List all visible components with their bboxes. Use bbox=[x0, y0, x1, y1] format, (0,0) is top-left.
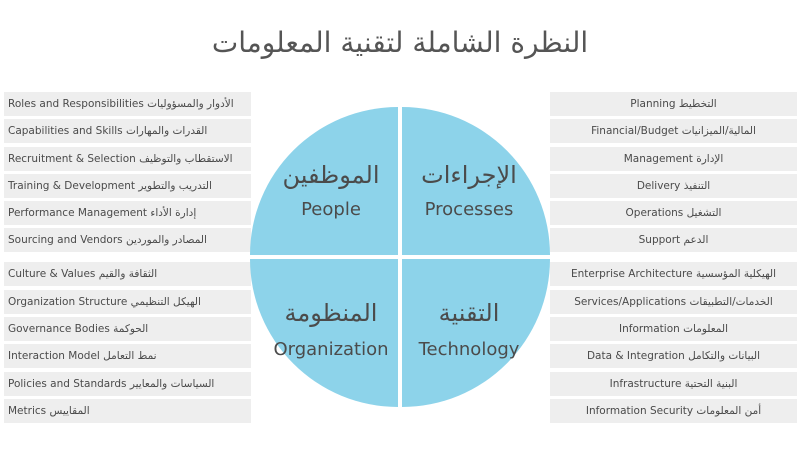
processes-quadrant: الإجراءات Processes bbox=[402, 107, 550, 255]
people-quadrant: الموظفين People bbox=[250, 107, 398, 255]
list-item: Operations التشغيل bbox=[550, 201, 797, 226]
page-title: النظرة الشاملة لتقنية المعلومات bbox=[211, 26, 589, 59]
list-item: Culture & Values الثقافة والقيم bbox=[4, 262, 251, 287]
people-attributes-list: Roles and Responsibilities الأدوار والمس… bbox=[4, 92, 251, 253]
technology-quadrant: التقنية Technology bbox=[402, 259, 550, 407]
technology-label: Technology bbox=[418, 339, 520, 360]
list-item: Management الإدارة bbox=[550, 146, 797, 171]
technology-attributes-list: Enterprise Architecture الهيكلية المؤسسي… bbox=[550, 262, 797, 423]
list-item: Data & Integration البيانات والتكامل bbox=[550, 344, 797, 369]
processes-arabic-label: الإجراءات bbox=[421, 161, 517, 189]
list-item: Metrics المقاييس bbox=[4, 398, 251, 423]
list-item: Delivery التنفيذ bbox=[550, 173, 797, 198]
organization-arabic-label: المنظومة bbox=[284, 299, 378, 327]
processes-attributes-list: Planning التخطيط Financial/Budget المالي… bbox=[550, 92, 797, 253]
list-item: Performance Management إدارة الأداء bbox=[4, 201, 251, 226]
list-item: Recruitment & Selection الاستقطاب والتوظ… bbox=[4, 146, 251, 171]
right-column: Planning التخطيط Financial/Budget المالي… bbox=[550, 92, 797, 423]
list-item: Interaction Model نمط التعامل bbox=[4, 344, 251, 369]
list-item: Planning التخطيط bbox=[550, 92, 797, 116]
people-arabic-label: الموظفين bbox=[282, 161, 380, 189]
list-item: Organization Structure الهيكل التنظيمي bbox=[4, 289, 251, 314]
list-item: Infrastructure البنية التحتية bbox=[550, 371, 797, 396]
people-label: People bbox=[301, 199, 361, 220]
processes-label: Processes bbox=[424, 199, 514, 220]
list-item: Information Security أمن المعلومات bbox=[550, 398, 797, 423]
list-item: Financial/Budget المالية/الميزانيات bbox=[550, 119, 797, 144]
list-item: Services/Applications الخدمات/التطبيقات bbox=[550, 289, 797, 314]
list-item: Training & Development التدريب والتطوير bbox=[4, 173, 251, 198]
technology-arabic-label: التقنية bbox=[438, 299, 500, 327]
list-item: Policies and Standards السياسات والمعايي… bbox=[4, 371, 251, 396]
list-item: Governance Bodies الحوكمة bbox=[4, 317, 251, 342]
organization-attributes-list: Culture & Values الثقافة والقيم Organiza… bbox=[4, 262, 251, 423]
left-column: Roles and Responsibilities الأدوار والمس… bbox=[4, 92, 251, 423]
list-item: Support الدعم bbox=[550, 228, 797, 253]
organization-quadrant: المنظومة Organization bbox=[250, 259, 398, 407]
list-item: Enterprise Architecture الهيكلية المؤسسي… bbox=[550, 262, 797, 287]
quadrant-circle: الموظفين People الإجراءات Processes المن… bbox=[250, 107, 550, 407]
list-item: Capabilities and Skills القدرات والمهارا… bbox=[4, 119, 251, 144]
organization-label: Organization bbox=[273, 339, 389, 360]
list-item: Roles and Responsibilities الأدوار والمس… bbox=[4, 92, 251, 116]
list-item: Information المعلومات bbox=[550, 317, 797, 342]
list-item: Sourcing and Vendors المصادر والموردين bbox=[4, 228, 251, 253]
